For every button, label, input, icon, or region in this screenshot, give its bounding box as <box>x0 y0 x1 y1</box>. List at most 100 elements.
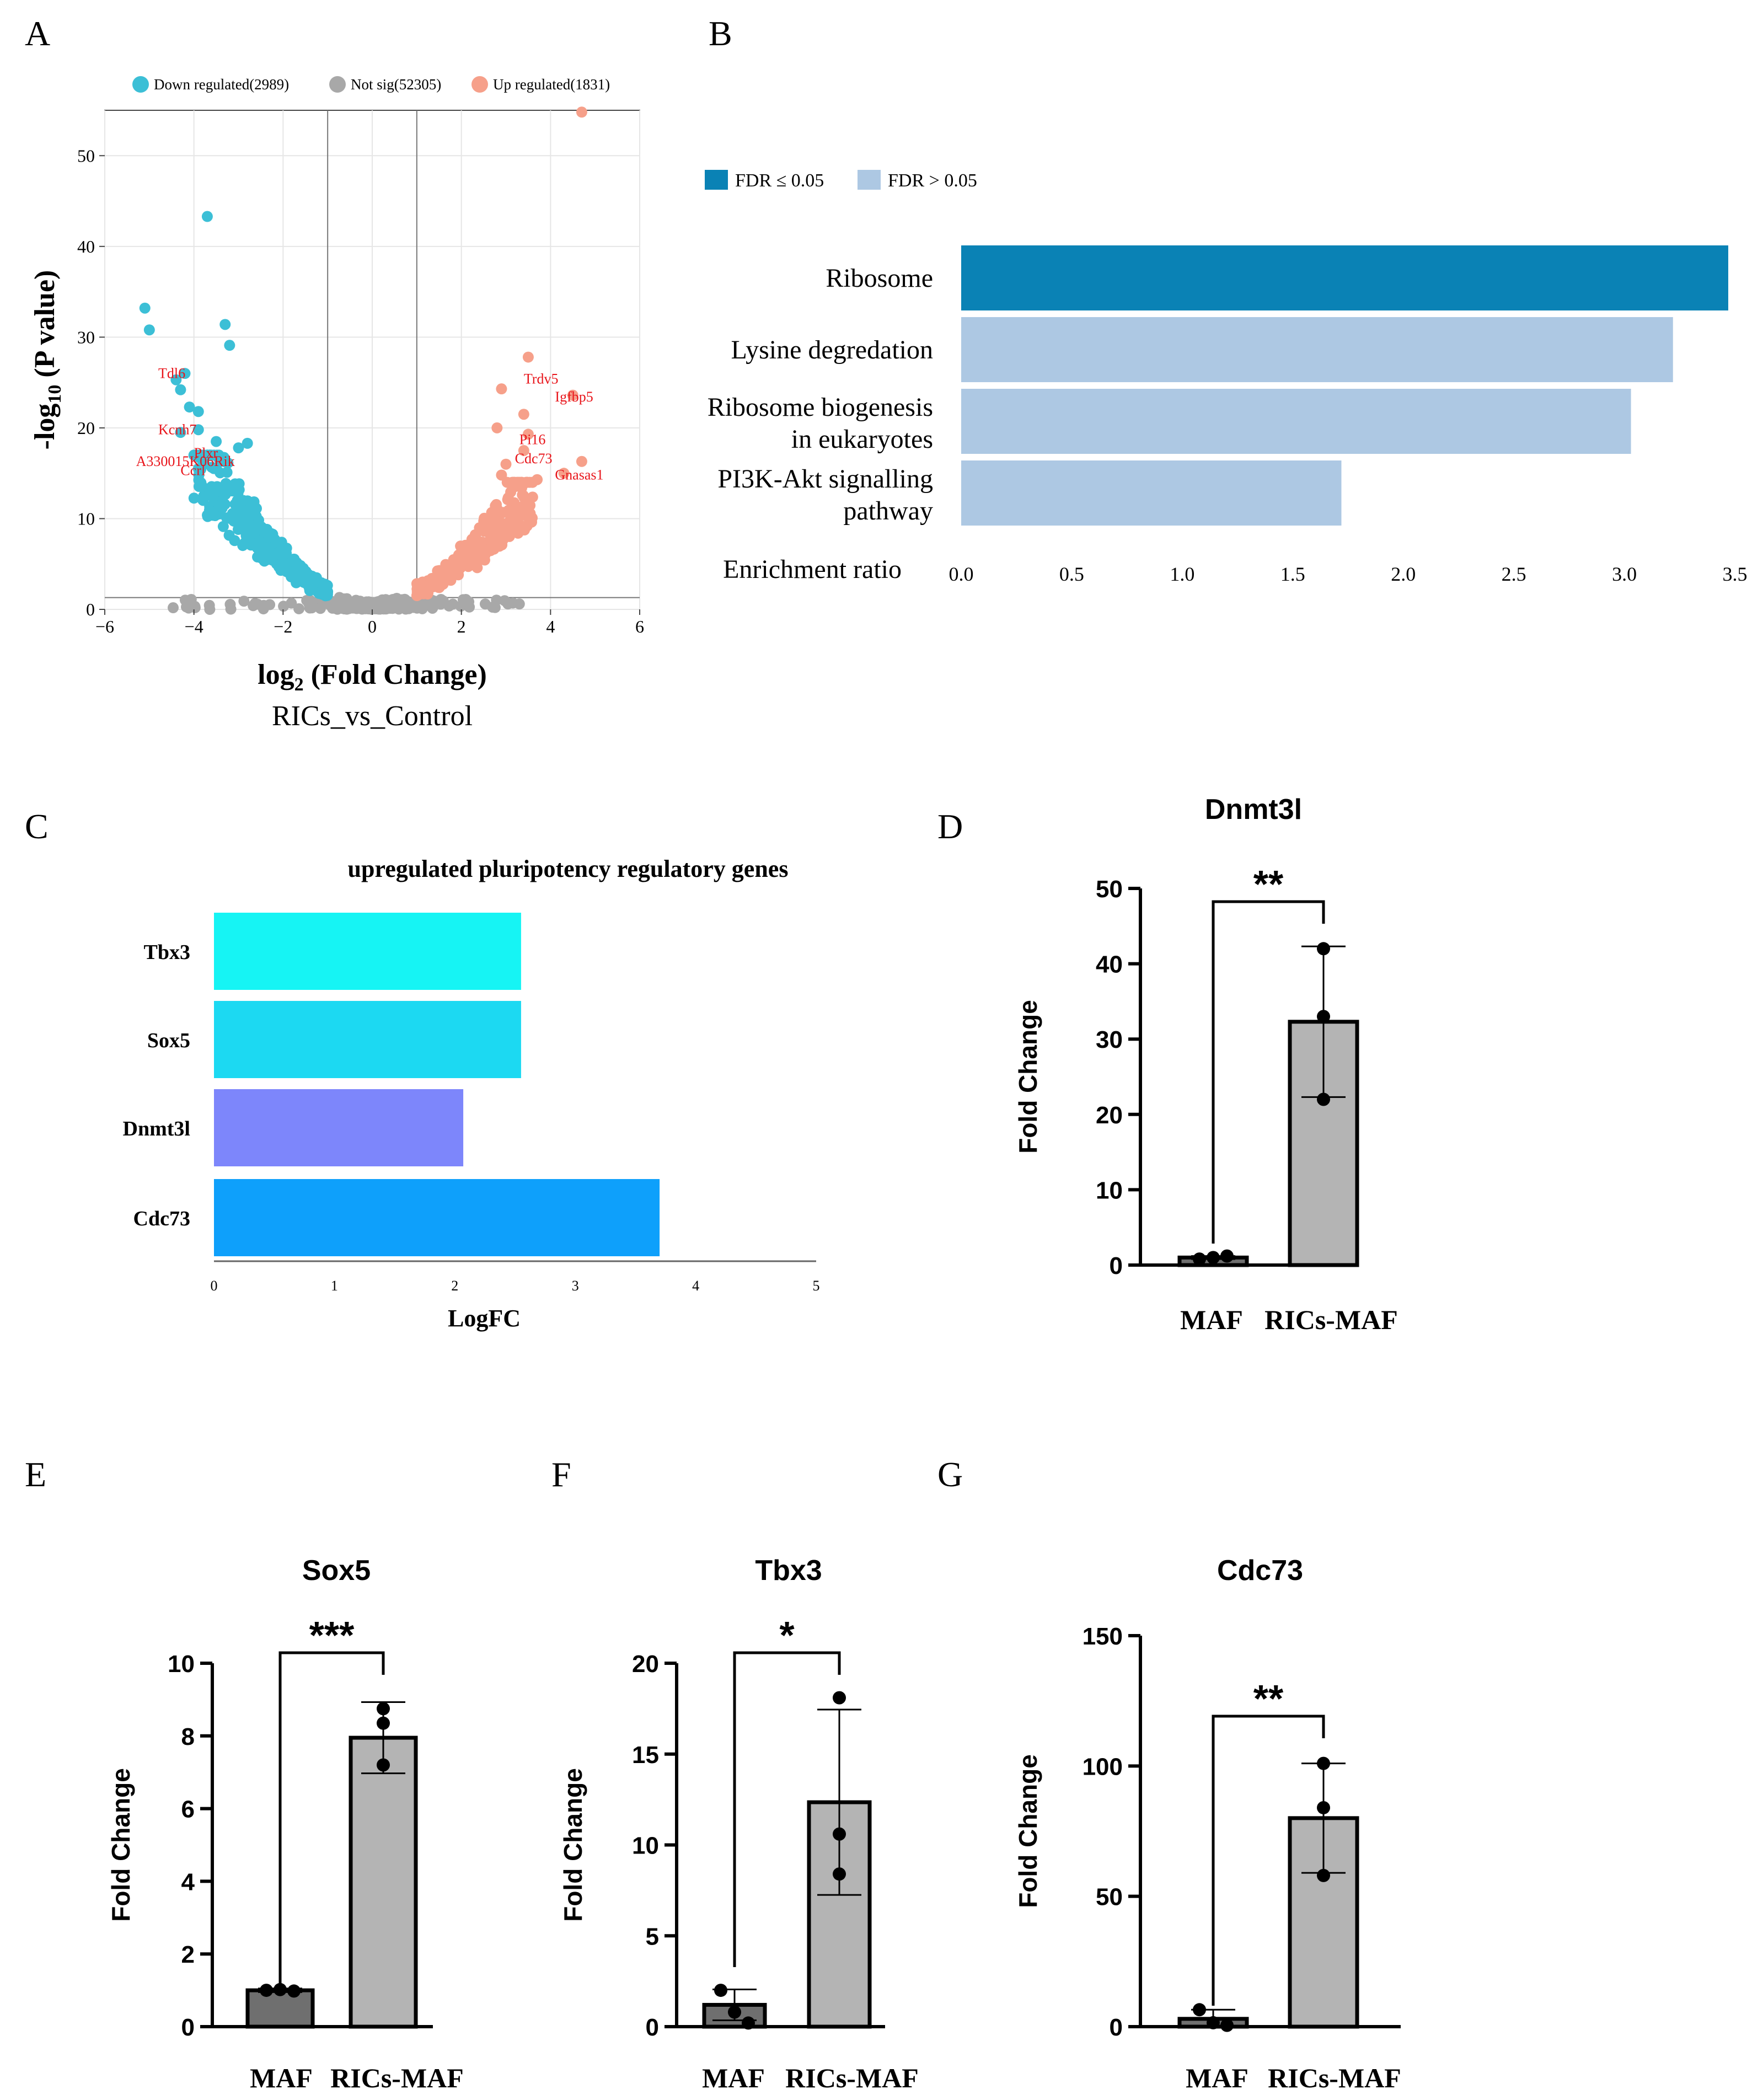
gene-label: Trdv5 <box>524 371 559 387</box>
data-point <box>833 1827 846 1841</box>
point-down <box>290 557 302 569</box>
legend-swatch-sig <box>705 170 728 190</box>
point-not-sig <box>427 602 438 614</box>
point-down <box>233 442 244 454</box>
point-up <box>441 560 452 571</box>
significance-stars: * <box>779 1614 795 1657</box>
data-point <box>833 1867 846 1881</box>
point-up <box>567 389 578 401</box>
category-label: RICs-MAF <box>1264 1304 1398 1335</box>
y-tick-label: 20 <box>632 1651 659 1678</box>
y-tick-label: 150 <box>1083 1623 1123 1650</box>
point-down <box>203 505 215 516</box>
x-tick-label: −4 <box>185 617 203 636</box>
data-point <box>1317 1868 1330 1882</box>
point-not-sig <box>390 597 401 608</box>
y-tick-label: 0 <box>1110 1252 1123 1279</box>
gene-label: Gnasas1 <box>555 467 603 483</box>
data-point <box>714 1984 727 1997</box>
y-tick-label: 2 <box>181 1941 195 1968</box>
y-tick-label: 50 <box>1096 1884 1123 1911</box>
x-axis-subtitle: RICs_vs_Control <box>272 700 473 732</box>
point-not-sig <box>293 603 305 614</box>
x-tick-label: 3.0 <box>1612 563 1637 585</box>
data-point <box>377 1716 390 1730</box>
point-down <box>228 515 239 527</box>
bar <box>245 1988 315 2029</box>
point-up <box>496 383 507 395</box>
cdc73-bar-chart: Cdc73 0 50 100 150 Fold Change MAF RICs-MAF ** <box>1014 1555 1401 2093</box>
significance-stars: ** <box>1253 1677 1284 1720</box>
panel-label-g: G <box>937 1455 963 1494</box>
point-up <box>558 468 570 479</box>
y-tick-label: 15 <box>632 1742 659 1769</box>
point-down <box>237 540 249 551</box>
y-tick-label: 10 <box>77 508 95 528</box>
logfc-bar <box>214 1179 660 1256</box>
data-point <box>1220 1249 1234 1263</box>
point-not-sig <box>408 602 420 613</box>
category-label: MAF <box>1180 1304 1243 1335</box>
point-up <box>576 456 587 467</box>
point-up <box>431 580 443 592</box>
enrichment-bar-chart: FDR ≤ 0.05 FDR > 0.05 Ribosome Lysine degre… <box>705 170 1748 585</box>
point-down <box>253 515 265 526</box>
gene-label: Cdc73 <box>515 451 553 467</box>
legend-label: FDR > 0.05 <box>888 170 977 191</box>
point-down <box>211 449 223 461</box>
point-up <box>517 502 528 513</box>
point-down <box>143 324 155 336</box>
point-down <box>267 554 278 566</box>
category-label: RICs-MAF <box>330 2062 464 2093</box>
data-point <box>1193 2003 1206 2017</box>
point-not-sig <box>443 600 455 612</box>
volcano-points <box>139 106 587 615</box>
y-tick-label: 0 <box>86 599 95 619</box>
point-down <box>211 462 222 474</box>
point-down <box>175 427 186 438</box>
category-label: MAF <box>702 2062 765 2093</box>
chart-title: Sox5 <box>302 1555 371 1587</box>
y-tick-label: 20 <box>1096 1102 1123 1129</box>
x-axis-title-main: log <box>258 659 294 690</box>
sox5-bar-chart: Sox5 0 2 4 6 8 10 Fold Change MAF RICs-MAF *** <box>106 1555 464 2093</box>
point-up <box>499 521 511 533</box>
y-tick-label: 10 <box>1096 1177 1123 1204</box>
point-down <box>201 211 213 222</box>
point-down <box>184 401 195 413</box>
point-up <box>479 521 491 532</box>
gene-label: A330015K06Rik <box>136 453 235 469</box>
y-tick-label: 0 <box>1110 2014 1123 2041</box>
y-axis-title-main: -log <box>29 404 61 450</box>
x-tick-label: 2.5 <box>1502 563 1526 585</box>
point-down <box>266 528 277 539</box>
x-tick-label: 1 <box>331 1278 338 1294</box>
x-tick-label: 1.5 <box>1280 563 1305 585</box>
point-not-sig <box>435 593 447 605</box>
x-tick-label: 3 <box>572 1278 579 1294</box>
logfc-bar <box>214 1089 464 1166</box>
point-down <box>233 484 245 496</box>
point-up <box>491 422 503 433</box>
x-tick-label: 4 <box>546 617 555 636</box>
y-axis-title: Fold Change <box>106 1768 135 1922</box>
category-label: Ribosome biogenesis <box>708 393 933 422</box>
point-down <box>211 436 222 447</box>
panel-label-f: F <box>551 1455 571 1494</box>
x-tick-label: 1.0 <box>1170 563 1194 585</box>
x-tick-label: 0.5 <box>1059 563 1084 585</box>
x-tick-label: 3.5 <box>1723 563 1748 585</box>
category-label: RICs-MAF <box>785 2062 919 2093</box>
x-tick-label: 4 <box>692 1278 699 1294</box>
category-label: pathway <box>843 496 933 526</box>
gene-label: Tdl6 <box>158 365 185 381</box>
point-down <box>192 424 204 436</box>
significance-stars: *** <box>309 1614 355 1657</box>
point-up <box>532 474 543 485</box>
y-tick-label: 100 <box>1083 1753 1123 1780</box>
point-down <box>170 374 182 385</box>
point-not-sig <box>248 600 259 612</box>
y-tick-label: 10 <box>632 1833 659 1860</box>
y-tick-label: 4 <box>181 1868 195 1895</box>
